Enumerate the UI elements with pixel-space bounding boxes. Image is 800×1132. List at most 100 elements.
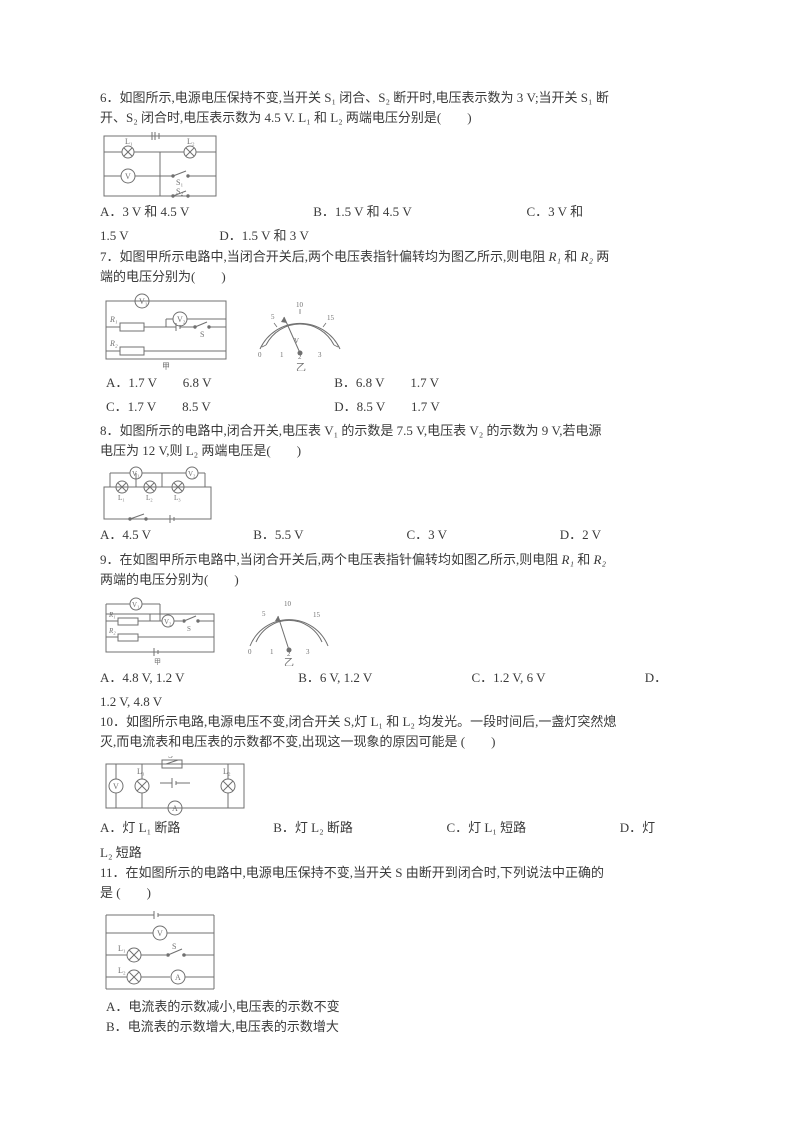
q9-l1b: 和 bbox=[574, 552, 594, 567]
q6-line1: 6．如图所示,电源电压保持不变,当开关 S₁ 闭合、S₂ 断开时,电压表示数为 … bbox=[100, 88, 700, 108]
tick1: 1 bbox=[280, 351, 284, 359]
q7-line2: 端的电压分别为( ) bbox=[100, 267, 700, 287]
tick2: 2 bbox=[298, 353, 302, 361]
q10-d: D．灯 bbox=[620, 818, 655, 838]
q11-line2: 是 ( ) bbox=[100, 883, 700, 903]
q10-figure: V L₁ S L₂ A bbox=[100, 756, 700, 816]
r1b: R₁ bbox=[108, 611, 116, 619]
sb: S bbox=[187, 625, 191, 633]
q9-c: C．1.2 V, 6 V bbox=[472, 668, 642, 688]
v1b: V₁ bbox=[132, 601, 140, 609]
q6-b: B．1.5 V 和 4.5 V bbox=[313, 202, 523, 222]
q9-line1: 9．在如图甲所示电路中,当闭合开关后,两个电压表指针偏转均如图乙所示,则电阻 R… bbox=[100, 550, 700, 570]
l2d: L₂ bbox=[118, 966, 126, 975]
q9-options: A．4.8 V, 1.2 V B．6 V, 1.2 V C．1.2 V, 6 V… bbox=[100, 668, 700, 688]
t0b: 0 bbox=[248, 648, 252, 656]
q8-b: B．5.5 V bbox=[253, 525, 403, 545]
q8-c: C．3 V bbox=[407, 525, 557, 545]
q7-r1: R₁ bbox=[549, 249, 561, 264]
ac: A bbox=[172, 804, 178, 813]
q10-line1: 10．如图所示电路,电源电压不变,闭合开关 S,灯 L₁ 和 L₂ 均发光。一段… bbox=[100, 712, 700, 732]
lbl-l2: L₂ bbox=[187, 137, 195, 146]
lbl-v2: V₂ bbox=[177, 315, 186, 324]
vc: V bbox=[113, 782, 119, 791]
tick15: 15 bbox=[327, 314, 335, 322]
ad: A bbox=[175, 973, 181, 982]
q10-b: B．灯 L₂ 断路 bbox=[273, 818, 443, 838]
q9-r1: R₁ bbox=[562, 552, 574, 567]
t15b: 15 bbox=[313, 611, 321, 619]
l2c: L₂ bbox=[223, 767, 231, 776]
q7-l1c: 两 bbox=[593, 249, 609, 264]
q10-c: C．灯 L₁ 短路 bbox=[447, 818, 617, 838]
q7-l1b: 和 bbox=[561, 249, 581, 264]
q7-r2: R₂ bbox=[581, 249, 593, 264]
q7-c: C．1.7 V 8.5 V bbox=[100, 397, 331, 417]
q10-a: A．灯 L₁ 断路 bbox=[100, 818, 270, 838]
lbl-r2: R₂ bbox=[109, 339, 118, 348]
tick10: 10 bbox=[296, 301, 304, 309]
lbl-r1: R₁ bbox=[109, 315, 118, 324]
q10-line2: 灭,而电流表和电压表的示数都不变,出现这一现象的原因可能是 ( ) bbox=[100, 732, 700, 752]
q7-b: B．6.8 V 1.7 V bbox=[334, 373, 439, 393]
q9-cont: 1.2 V, 4.8 V bbox=[100, 692, 700, 712]
q6-options-1: A．3 V 和 4.5 V B．1.5 V 和 4.5 V C．3 V 和 bbox=[100, 202, 700, 222]
q9-r2: R₂ bbox=[594, 552, 606, 567]
vd: V bbox=[157, 929, 163, 938]
sc: S bbox=[168, 756, 173, 760]
q7-figure: V₁ V₂ R₁ R₂ S 甲 bbox=[100, 291, 700, 371]
q6-c: C．3 V 和 bbox=[527, 202, 584, 222]
q8-line2: 电压为 12 V,则 L₂ 两端电压是( ) bbox=[100, 441, 700, 461]
yib: 乙 bbox=[284, 657, 294, 666]
v2b: V₂ bbox=[164, 618, 172, 626]
l1d: L₁ bbox=[118, 944, 126, 953]
tick3: 3 bbox=[318, 351, 322, 359]
q6-line2: 开、S₂ 闭合时,电压表示数为 4.5 V. L₁ 和 L₂ 两端电压分别是( … bbox=[100, 108, 700, 128]
t3b: 3 bbox=[306, 648, 310, 656]
v1: V₁ bbox=[132, 470, 140, 478]
q7-a: A．1.7 V 6.8 V bbox=[100, 373, 331, 393]
q6-a: A．3 V 和 4.5 V bbox=[100, 202, 310, 222]
t5b: 5 bbox=[262, 610, 266, 618]
q8-a: A．4.5 V bbox=[100, 525, 250, 545]
q10-options: A．灯 L₁ 断路 B．灯 L₂ 断路 C．灯 L₁ 短路 D．灯 bbox=[100, 818, 700, 838]
q11-optA: A．电流表的示数减小,电压表的示数不变 bbox=[100, 997, 700, 1017]
q9-l1a: 9．在如图甲所示电路中,当闭合开关后,两个电压表指针偏转均如图乙所示,则电阻 bbox=[100, 552, 562, 567]
q8-figure: L₁ L₂ L₃ V₁ V₂ bbox=[100, 465, 700, 523]
l1c: L₁ bbox=[137, 767, 145, 776]
lbl-jia: 甲 bbox=[162, 362, 170, 371]
tick5: 5 bbox=[271, 313, 275, 321]
lbl-s: S bbox=[200, 330, 204, 339]
lbl-l1: L₁ bbox=[125, 137, 133, 146]
lbl-v1: V₁ bbox=[139, 297, 148, 306]
q9-d: D． bbox=[645, 668, 667, 688]
q7-options-2: C．1.7 V 8.5 V D．8.5 V 1.7 V bbox=[100, 397, 700, 417]
q8-options: A．4.5 V B．5.5 V C．3 V D．2 V bbox=[100, 525, 700, 545]
q6-figure: L₁ L₂ V S₁ S₂ bbox=[100, 132, 700, 200]
q6-options-2: 1.5 V D．1.5 V 和 3 V bbox=[100, 226, 700, 246]
q8-d: D．2 V bbox=[560, 525, 601, 545]
q8-line1: 8．如图所示的电路中,闭合开关,电压表 V₁ 的示数是 7.5 V,电压表 V₂… bbox=[100, 421, 700, 441]
lbl-v-m: V bbox=[294, 337, 299, 345]
lbl-yi: 乙 bbox=[296, 362, 306, 371]
q7-options-1: A．1.7 V 6.8 V B．6.8 V 1.7 V bbox=[100, 373, 700, 393]
q11-figure: V L₁ S L₂ A bbox=[100, 907, 700, 995]
svg-text:L₃: L₃ bbox=[174, 494, 181, 502]
q9-a: A．4.8 V, 1.2 V bbox=[100, 668, 295, 688]
t2b: 2 bbox=[287, 650, 291, 658]
tick0: 0 bbox=[258, 351, 262, 359]
q7-d: D．8.5 V 1.7 V bbox=[334, 397, 439, 417]
lbl-v: V bbox=[125, 172, 131, 181]
r2b: R₂ bbox=[108, 627, 116, 635]
q9-figure: V₁ V₂ R₁ R₂ S 甲 5 10 15 bbox=[100, 594, 700, 666]
q9-b: B．6 V, 1.2 V bbox=[298, 668, 468, 688]
q7-l1a: 7．如图甲所示电路中,当闭合开关后,两个电压表指针偏转均为图乙所示,则电阻 bbox=[100, 249, 549, 264]
q9-line2: 两端的电压分别为( ) bbox=[100, 570, 700, 590]
l1: L₁ bbox=[118, 494, 125, 502]
l2: L₂ bbox=[146, 494, 153, 502]
q7-line1: 7．如图甲所示电路中,当闭合开关后,两个电压表指针偏转均为图乙所示,则电阻 R₁… bbox=[100, 247, 700, 267]
q11-optB: B．电流表的示数增大,电压表的示数增大 bbox=[100, 1017, 700, 1037]
page: 6．如图所示,电源电压保持不变,当开关 S₁ 闭合、S₂ 断开时,电压表示数为 … bbox=[0, 0, 800, 1077]
q11-line1: 11．在如图所示的电路中,电源电压保持不变,当开关 S 由断开到闭合时,下列说法… bbox=[100, 863, 700, 883]
v2: V₂ bbox=[188, 470, 196, 478]
